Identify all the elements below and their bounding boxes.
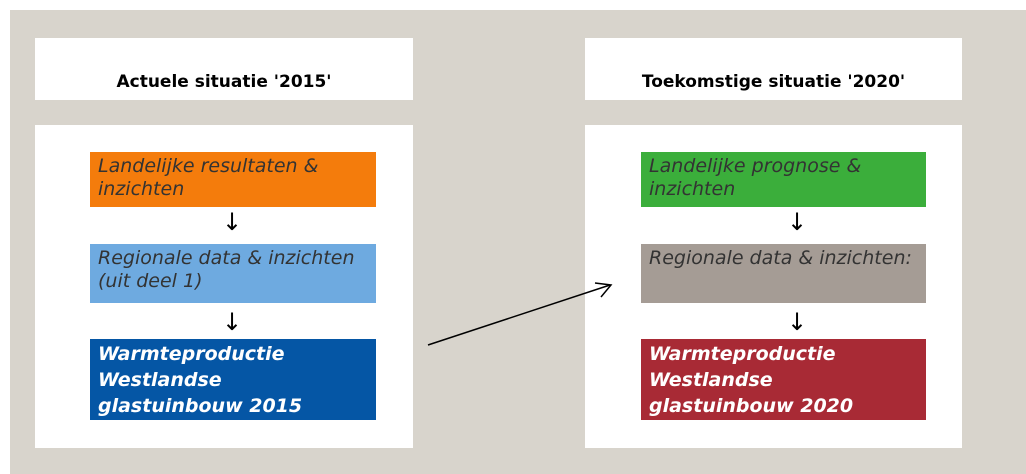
arrow-head	[594, 282, 613, 298]
flow-box: Landelijke resultaten & inzichten	[90, 152, 376, 207]
down-arrow: ↓	[787, 208, 808, 236]
flow-box: Regionale data & inzichten (uit deel 1)	[90, 244, 376, 303]
flow-box: Regionale data & inzichten:	[641, 244, 926, 303]
down-arrow: ↓	[222, 208, 243, 236]
column-header: Actuele situatie '2015'	[35, 38, 413, 100]
down-arrow: ↓	[787, 308, 808, 336]
flow-box: Warmteproductie Westlandse glastuinbouw …	[90, 339, 376, 420]
column-header: Toekomstige situatie '2020'	[585, 38, 962, 100]
connector-arrow	[427, 284, 611, 346]
flow-box: Warmteproductie Westlandse glastuinbouw …	[641, 339, 926, 420]
flow-box: Landelijke prognose & inzichten	[641, 152, 926, 207]
down-arrow: ↓	[222, 308, 243, 336]
